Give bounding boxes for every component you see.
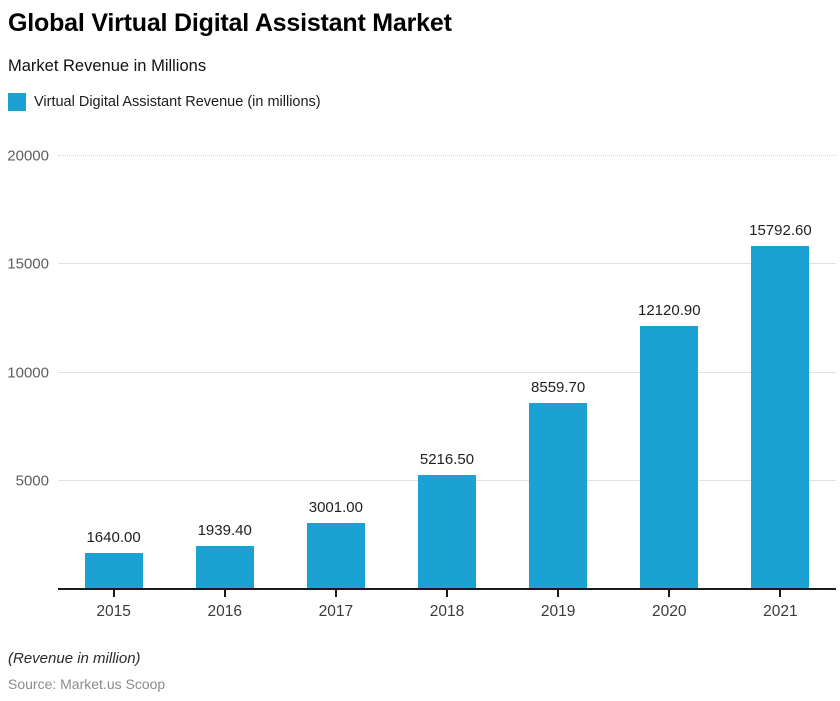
x-axis-line <box>58 588 836 590</box>
plot-area: 5000 10000 15000 20000 1640.00 1939.40 3001.0… <box>7 148 836 588</box>
bar-2016[interactable] <box>195 546 254 588</box>
x-tick-mark <box>779 590 782 597</box>
bar-group-2018: 5216.50 <box>391 155 502 588</box>
bar-group-2021: 15792.60 <box>725 155 836 588</box>
bar-value-label: 15792.60 <box>749 222 812 240</box>
bar-2020[interactable] <box>640 325 699 588</box>
x-tick-cell <box>503 590 614 597</box>
x-tick-cell <box>169 590 280 597</box>
source-credit: Source: Market.us Scoop <box>8 676 166 692</box>
chart-subtitle: Market Revenue in Millions <box>8 57 207 75</box>
x-tick-cell <box>58 590 169 597</box>
x-tick-mark <box>334 590 337 597</box>
x-axis-label-2017: 2017 <box>318 603 354 620</box>
bar-value-label: 12120.90 <box>637 301 701 319</box>
gridline-10000: 10000 <box>7 364 836 381</box>
x-axis-label-2018: 2018 <box>429 603 465 620</box>
bar-value-label: 8559.70 <box>531 378 586 396</box>
x-tick-cell <box>280 590 391 597</box>
x-axis-label-2016: 2016 <box>207 603 242 620</box>
bar-value-label: 5216.50 <box>419 451 475 469</box>
bar-series: 1640.00 1939.40 3001.00 5216.50 8559.70 12120… <box>58 155 836 588</box>
x-tick-mark <box>112 590 115 597</box>
bar-2017[interactable] <box>306 523 365 588</box>
x-axis-ticks <box>58 590 836 597</box>
x-tick-mark <box>557 590 560 597</box>
bar-2021[interactable] <box>751 246 810 588</box>
bar-value-label: 1640.00 <box>86 528 141 546</box>
bar-group-2015: 1640.00 <box>58 155 169 588</box>
x-tick-mark <box>445 590 448 597</box>
gridline-15000: 15000 <box>7 256 836 273</box>
bar-2015[interactable] <box>84 552 143 588</box>
y-tick-label: 5000 <box>15 472 49 490</box>
x-axis-label-2019: 2019 <box>540 603 576 620</box>
x-tick-mark <box>223 590 226 597</box>
x-axis-label-2020: 2020 <box>652 603 687 620</box>
bar-group-2016: 1939.40 <box>169 155 280 588</box>
bar-2019[interactable] <box>529 402 588 588</box>
bar-group-2019: 8559.70 <box>503 155 614 588</box>
x-tick-cell <box>614 590 725 597</box>
bar-value-label: 3001.00 <box>308 499 363 517</box>
page-title: Global Virtual Digital Assistant Market <box>8 9 452 37</box>
bar-group-2017: 3001.00 <box>280 155 391 588</box>
bar-group-2020: 12120.90 <box>614 155 725 588</box>
gridline-20000: 20000 <box>7 148 836 165</box>
y-tick-label: 15000 <box>7 255 49 273</box>
x-axis-labels: 2015 2016 2017 2018 2019 2020 2021 <box>58 603 836 621</box>
bar-value-label: 1939.40 <box>197 522 252 540</box>
chart-legend: Virtual Digital Assistant Revenue (in mi… <box>8 93 321 111</box>
bar-2018[interactable] <box>417 475 476 588</box>
x-tick-mark <box>668 590 671 597</box>
x-axis-label-2015: 2015 <box>96 603 131 620</box>
legend-swatch-icon <box>8 93 26 111</box>
legend-label: Virtual Digital Assistant Revenue (in mi… <box>34 94 321 110</box>
chart-footnote: (Revenue in million) <box>8 650 141 667</box>
x-axis-label-2021: 2021 <box>763 603 798 620</box>
x-tick-cell <box>391 590 502 597</box>
x-tick-cell <box>725 590 836 597</box>
y-tick-label: 10000 <box>7 364 49 381</box>
y-tick-label: 20000 <box>7 147 49 165</box>
